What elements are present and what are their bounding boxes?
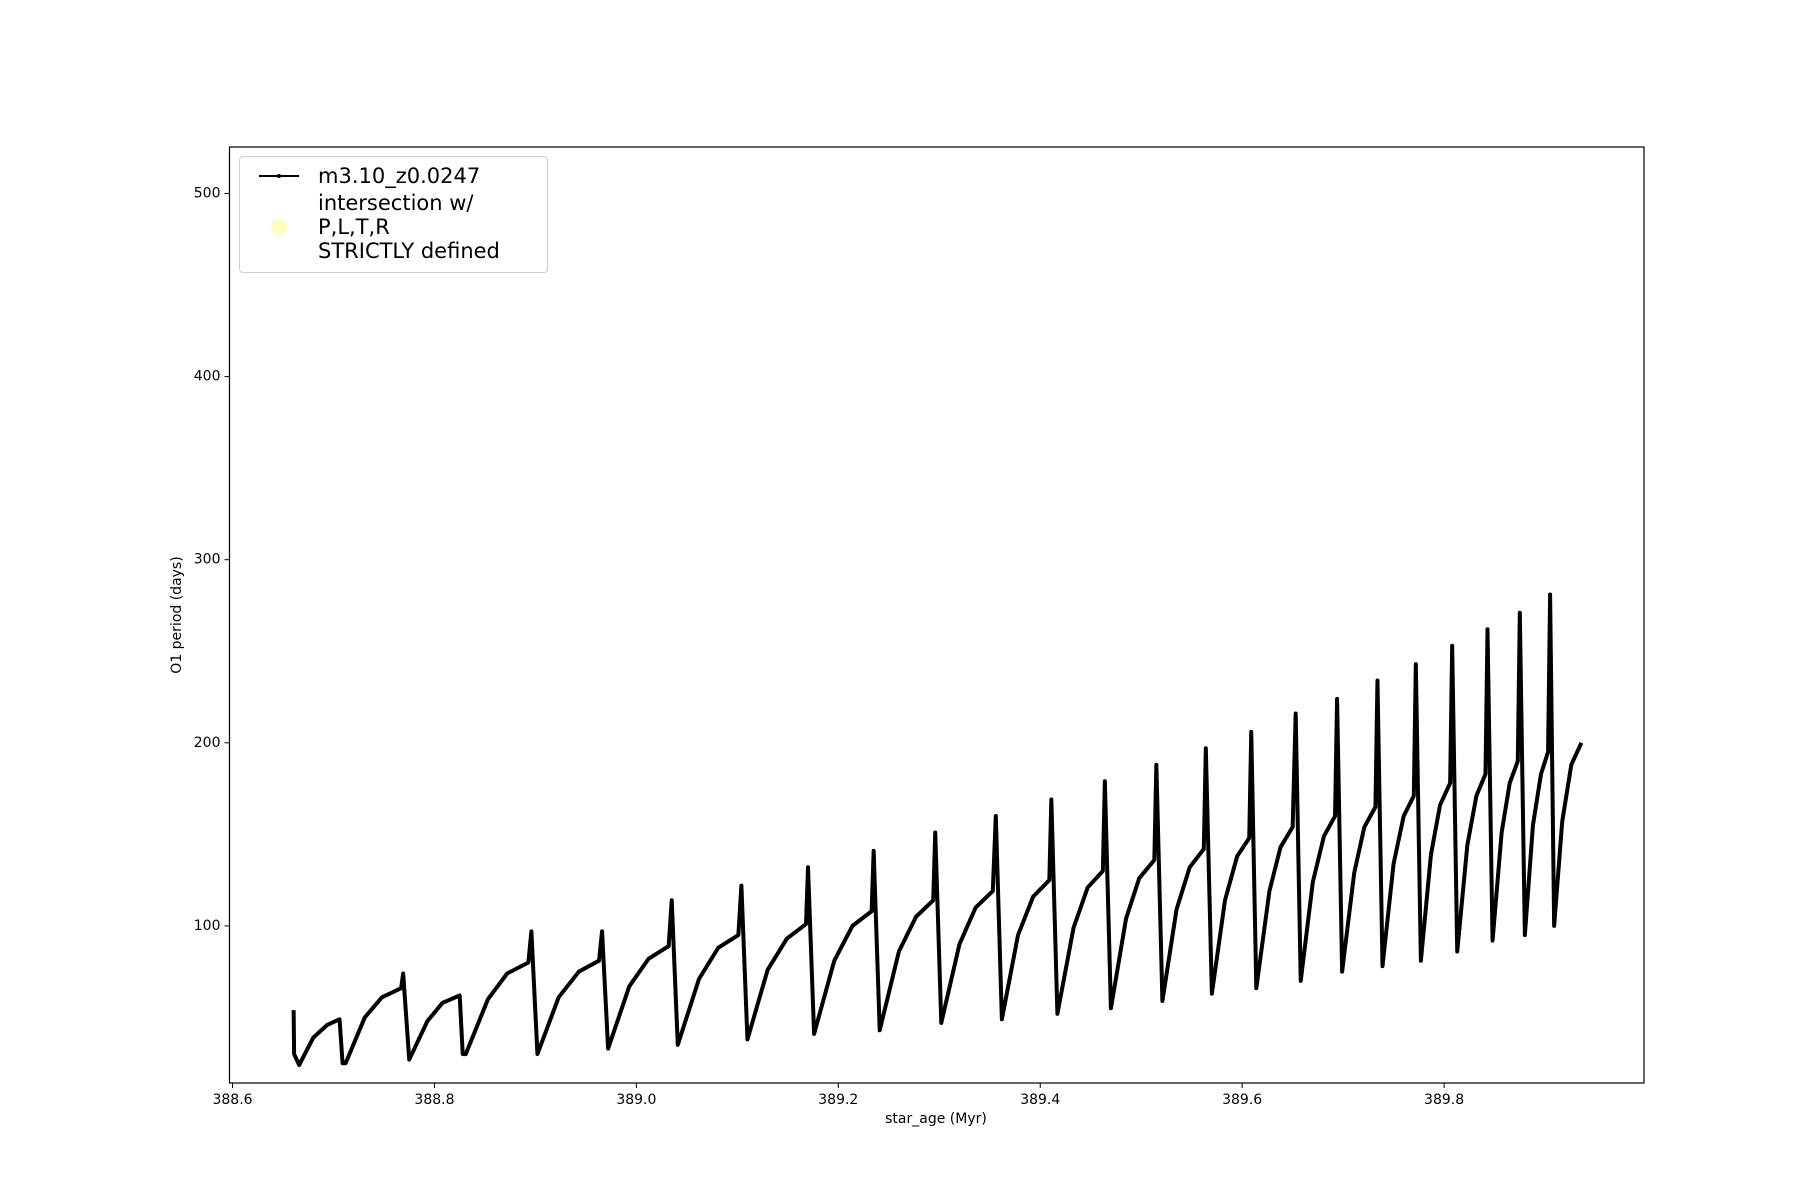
legend-key: [240, 171, 318, 181]
x-axis-label: star_age (Myr): [885, 1111, 987, 1127]
legend-marker: [271, 219, 287, 235]
legend-label: intersection w/ P,L,T,R STRICTLY defined: [318, 191, 500, 263]
x-tick-label: 389.6: [1222, 1092, 1262, 1108]
y-tick-label: 300: [194, 552, 221, 568]
legend-entry: m3.10_z0.0247: [240, 164, 547, 188]
data-line: [291, 592, 1584, 1068]
x-tick-label: 388.6: [212, 1092, 252, 1108]
x-tick-label: 389.0: [616, 1092, 656, 1108]
y-tick-label: 200: [194, 735, 221, 751]
y-tick-label: 500: [194, 186, 221, 202]
y-tick-label: 100: [194, 918, 221, 934]
y-axis-label: O1 period (days): [169, 556, 185, 673]
x-tick-label: 389.4: [1020, 1092, 1060, 1108]
legend-label: m3.10_z0.0247: [318, 164, 481, 188]
y-tick-label: 400: [194, 369, 221, 385]
x-tick-label: 389.8: [1424, 1092, 1464, 1108]
legend-key: [240, 217, 318, 237]
x-tick-label: 389.2: [818, 1092, 858, 1108]
legend: m3.10_z0.0247 intersection w/ P,L,T,R STR…: [239, 156, 548, 273]
axes-frame: [228, 146, 1645, 1084]
legend-line: [259, 174, 299, 178]
legend-entry: intersection w/ P,L,T,R STRICTLY defined: [240, 191, 547, 263]
x-tick-label: 388.8: [414, 1092, 454, 1108]
